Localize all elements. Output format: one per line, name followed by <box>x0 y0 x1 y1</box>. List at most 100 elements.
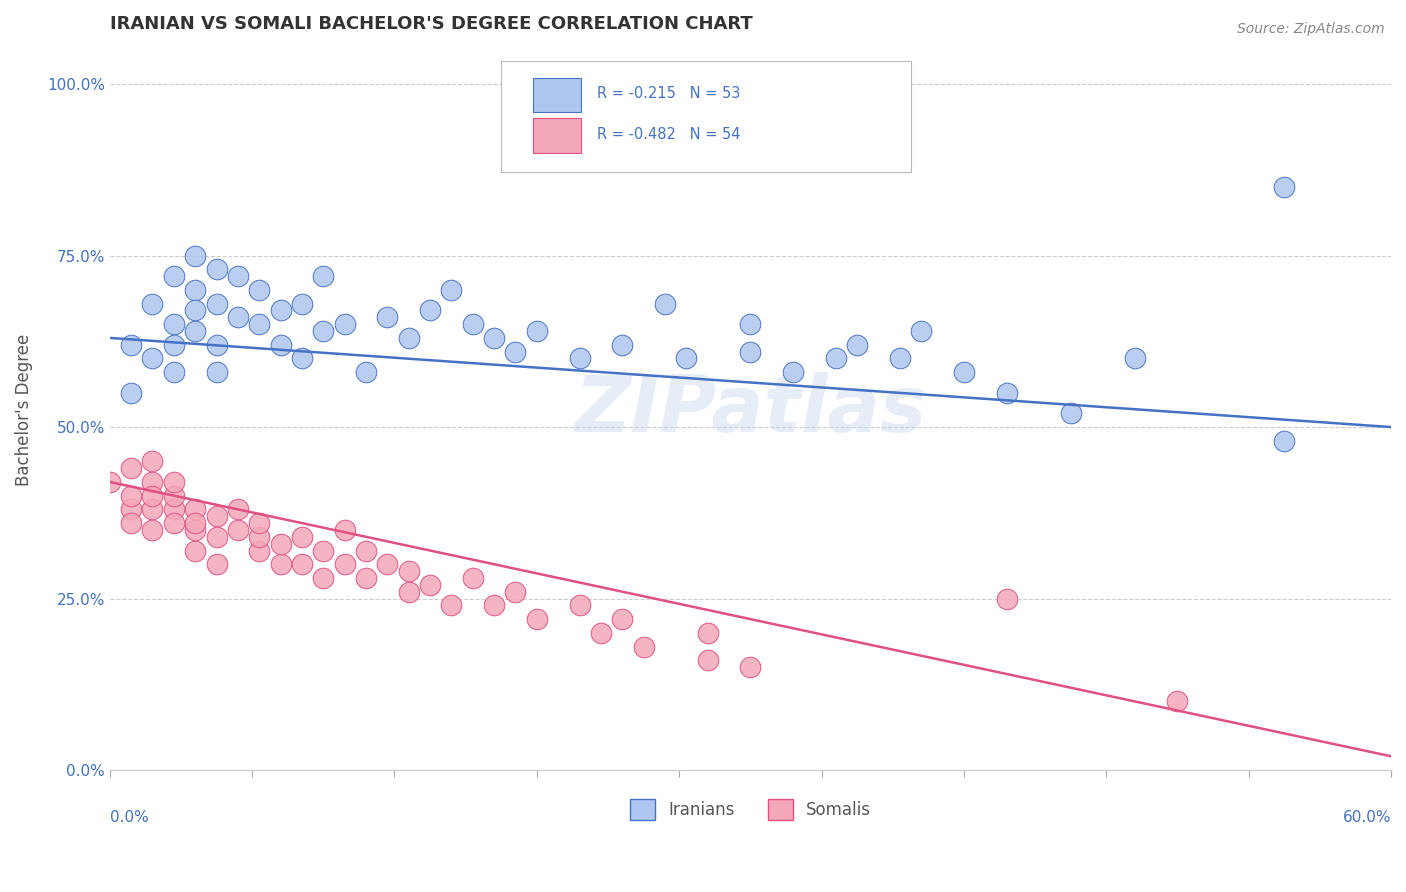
Point <box>995 591 1018 606</box>
Point <box>654 296 676 310</box>
Point <box>120 337 142 351</box>
Point <box>141 454 163 468</box>
Text: R = -0.482   N = 54: R = -0.482 N = 54 <box>596 127 740 142</box>
Point <box>377 310 399 325</box>
Text: Source: ZipAtlas.com: Source: ZipAtlas.com <box>1237 22 1385 37</box>
Point <box>226 523 249 537</box>
Point <box>740 660 762 674</box>
Point <box>163 317 186 331</box>
Point <box>184 502 207 516</box>
Point <box>398 584 420 599</box>
Point <box>482 599 505 613</box>
Point <box>482 331 505 345</box>
Point <box>184 516 207 530</box>
Point <box>205 365 228 379</box>
Point <box>120 385 142 400</box>
Point <box>675 351 697 366</box>
Point <box>141 296 163 310</box>
Point <box>247 283 270 297</box>
Point <box>354 365 377 379</box>
Point <box>163 365 186 379</box>
FancyBboxPatch shape <box>533 78 581 112</box>
Point <box>141 475 163 489</box>
Point <box>461 571 484 585</box>
Point <box>440 283 463 297</box>
Point <box>184 283 207 297</box>
Y-axis label: Bachelor's Degree: Bachelor's Degree <box>15 334 32 486</box>
Point <box>696 625 718 640</box>
Point <box>740 317 762 331</box>
FancyBboxPatch shape <box>533 119 581 153</box>
Point <box>141 523 163 537</box>
Point <box>633 640 655 654</box>
Point <box>141 502 163 516</box>
Point <box>205 509 228 524</box>
Point <box>184 324 207 338</box>
Point <box>226 269 249 284</box>
Point <box>568 351 591 366</box>
Point <box>163 269 186 284</box>
Point <box>205 296 228 310</box>
Point <box>291 530 314 544</box>
Point <box>1123 351 1146 366</box>
Point <box>163 489 186 503</box>
Point <box>333 317 356 331</box>
Point <box>889 351 911 366</box>
Point <box>995 385 1018 400</box>
Point <box>526 324 548 338</box>
Point <box>312 543 335 558</box>
Text: IRANIAN VS SOMALI BACHELOR'S DEGREE CORRELATION CHART: IRANIAN VS SOMALI BACHELOR'S DEGREE CORR… <box>110 15 752 33</box>
Point <box>505 584 527 599</box>
Text: ZIPatlas: ZIPatlas <box>574 372 927 448</box>
Legend: Iranians, Somalis: Iranians, Somalis <box>623 793 877 827</box>
Point <box>398 331 420 345</box>
Point <box>354 571 377 585</box>
Point <box>120 516 142 530</box>
Point <box>141 489 163 503</box>
Point <box>163 475 186 489</box>
Point <box>333 558 356 572</box>
Point <box>247 543 270 558</box>
Point <box>312 571 335 585</box>
Point <box>163 502 186 516</box>
Text: 60.0%: 60.0% <box>1343 810 1391 824</box>
Point <box>312 324 335 338</box>
Point <box>184 543 207 558</box>
Point <box>398 564 420 578</box>
Point <box>612 337 634 351</box>
Point <box>1166 694 1188 708</box>
Point <box>141 351 163 366</box>
Point <box>270 303 292 318</box>
Point <box>291 558 314 572</box>
Point <box>184 523 207 537</box>
FancyBboxPatch shape <box>501 61 911 172</box>
Point <box>461 317 484 331</box>
Point <box>247 516 270 530</box>
Point <box>568 599 591 613</box>
Point <box>312 269 335 284</box>
Point <box>184 303 207 318</box>
Point <box>247 317 270 331</box>
Point <box>226 310 249 325</box>
Point <box>440 599 463 613</box>
Point <box>589 625 612 640</box>
Point <box>205 337 228 351</box>
Point <box>163 337 186 351</box>
Point <box>419 303 441 318</box>
Point <box>291 351 314 366</box>
Point <box>740 344 762 359</box>
Point <box>270 536 292 550</box>
Point <box>526 612 548 626</box>
Point <box>377 558 399 572</box>
Point <box>1272 180 1295 194</box>
Point <box>782 365 804 379</box>
Point <box>1272 434 1295 448</box>
Point <box>205 530 228 544</box>
Point <box>98 475 121 489</box>
Point <box>120 502 142 516</box>
Point <box>505 344 527 359</box>
Point <box>953 365 976 379</box>
Text: R = -0.215   N = 53: R = -0.215 N = 53 <box>596 87 740 102</box>
Point <box>1060 406 1083 420</box>
Point <box>184 249 207 263</box>
